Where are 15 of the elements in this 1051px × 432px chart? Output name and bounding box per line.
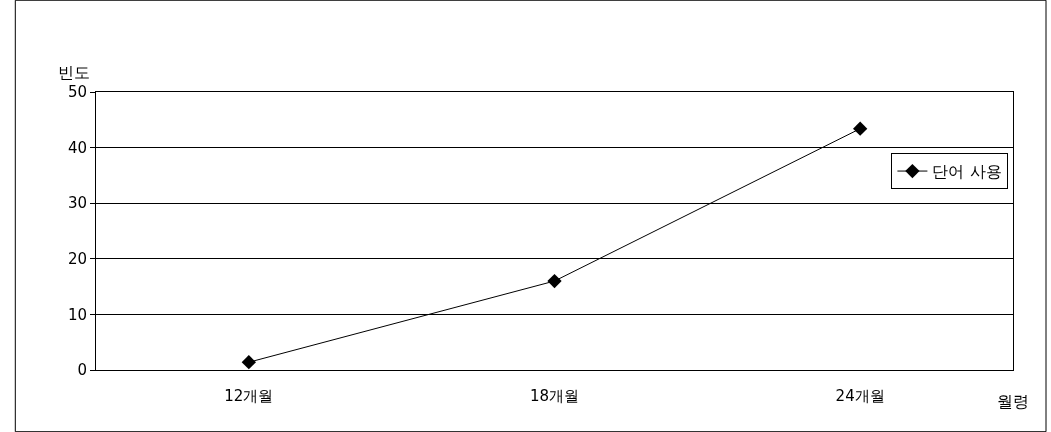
- x-axis-title: 월령: [997, 392, 1029, 411]
- point: [547, 273, 562, 289]
- x-tick-label: 12개월: [224, 387, 274, 405]
- y-tick-label: 10: [67, 305, 87, 324]
- y-tick-label: 40: [67, 138, 87, 157]
- y-tick-label: 30: [67, 194, 87, 213]
- point: [853, 121, 868, 136]
- x-tick-label: 24개월: [835, 387, 885, 405]
- x-tick-label: 18개월: [529, 387, 580, 405]
- y-tick-label: 20: [67, 250, 87, 269]
- legend-label: 단어 사용: [932, 162, 1002, 182]
- y-axis-title: 빈도: [58, 63, 90, 82]
- y-tick-label: 50: [67, 83, 87, 102]
- point: [241, 355, 256, 370]
- y-tick-label: 0: [77, 361, 87, 380]
